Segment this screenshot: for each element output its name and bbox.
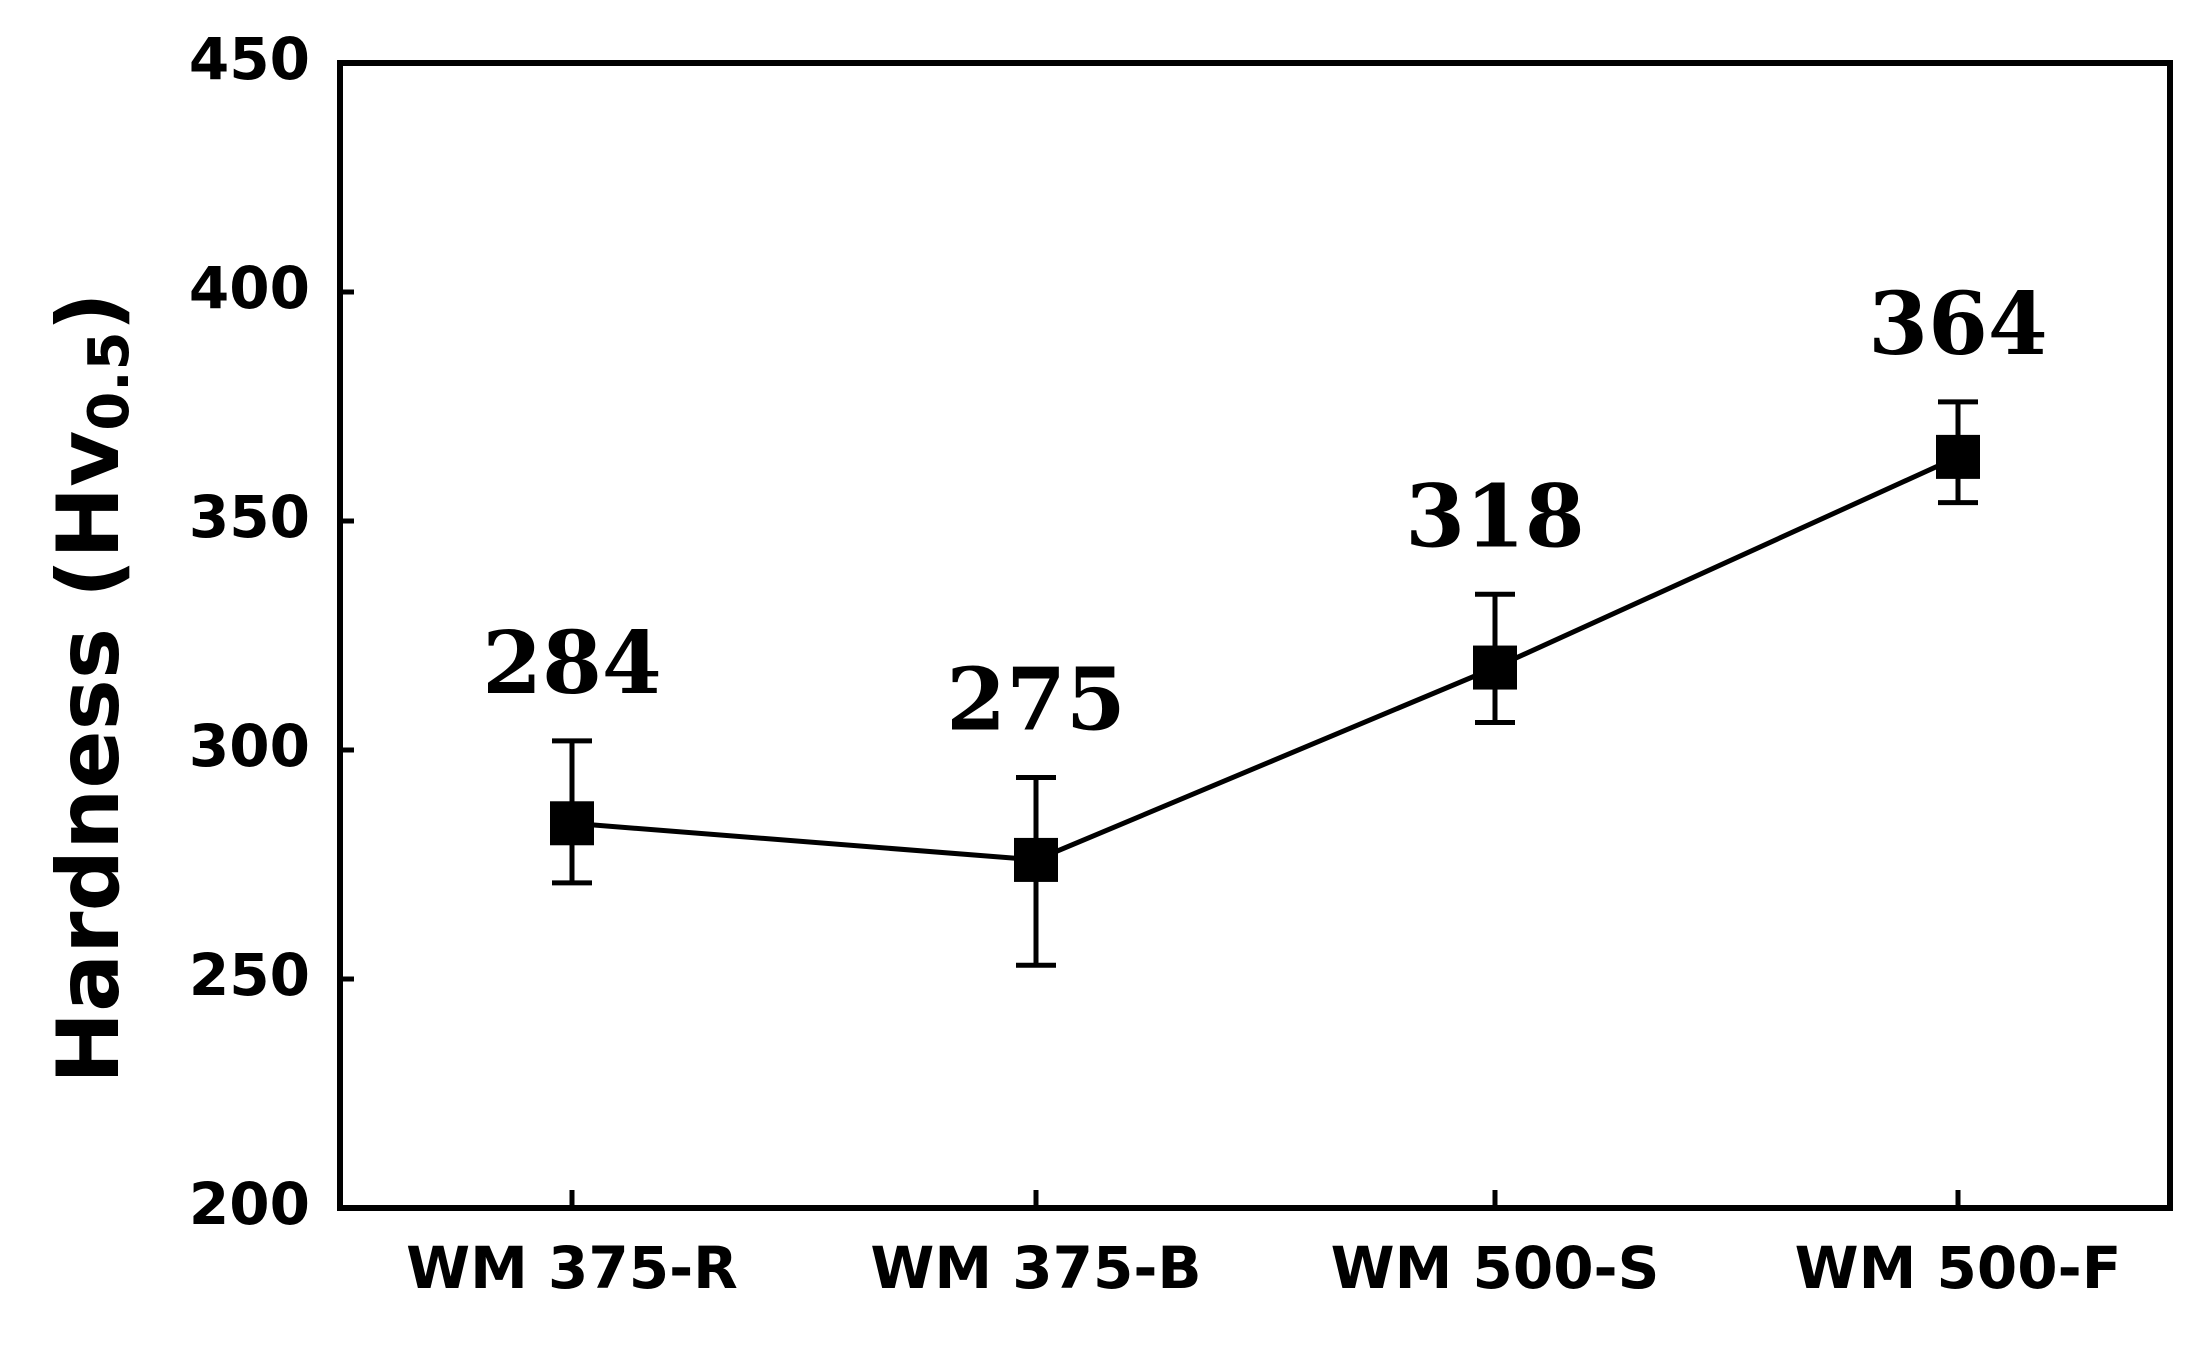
y-axis-title: Hardness (Hv0.5) bbox=[39, 292, 142, 1084]
y-tick-label: 350 bbox=[189, 483, 310, 551]
y-tick-label: 450 bbox=[189, 25, 310, 93]
x-tick-label: WM 500-F bbox=[1795, 1234, 2122, 1302]
x-tick-label: WM 375-R bbox=[406, 1234, 738, 1302]
y-axis-unit-subscript: 0.5 bbox=[77, 331, 142, 430]
y-axis-title-text: Hardness bbox=[39, 628, 139, 1084]
data-point bbox=[550, 801, 594, 846]
x-tick-label: WM 375-B bbox=[870, 1234, 1201, 1302]
y-axis-unit-close: ) bbox=[39, 292, 139, 331]
y-tick-label: 250 bbox=[189, 941, 310, 1009]
axes bbox=[337, 60, 2173, 1211]
data-point bbox=[1936, 434, 1980, 479]
series-line bbox=[571, 454, 1960, 863]
labels: 284 275 318 364 bbox=[482, 274, 2048, 751]
data-label: 275 bbox=[946, 649, 1126, 750]
data-label: 318 bbox=[1405, 466, 1585, 567]
ticks: 200 250 300 350 400 450 WM 375-R WM 375-B WM 500… bbox=[189, 25, 2121, 1302]
data-label: 284 bbox=[482, 613, 662, 714]
data-label: 364 bbox=[1868, 274, 2048, 375]
x-tick-label: WM 500-S bbox=[1331, 1234, 1660, 1302]
y-axis-unit-open: (Hv bbox=[39, 431, 139, 628]
y-tick-label: 200 bbox=[189, 1170, 310, 1238]
y-tick-label: 400 bbox=[189, 254, 310, 322]
plot-frame bbox=[337, 60, 2173, 1211]
series bbox=[550, 399, 1980, 968]
data-point bbox=[1473, 645, 1517, 690]
y-tick-label: 300 bbox=[189, 712, 310, 780]
data-point bbox=[1014, 837, 1058, 882]
